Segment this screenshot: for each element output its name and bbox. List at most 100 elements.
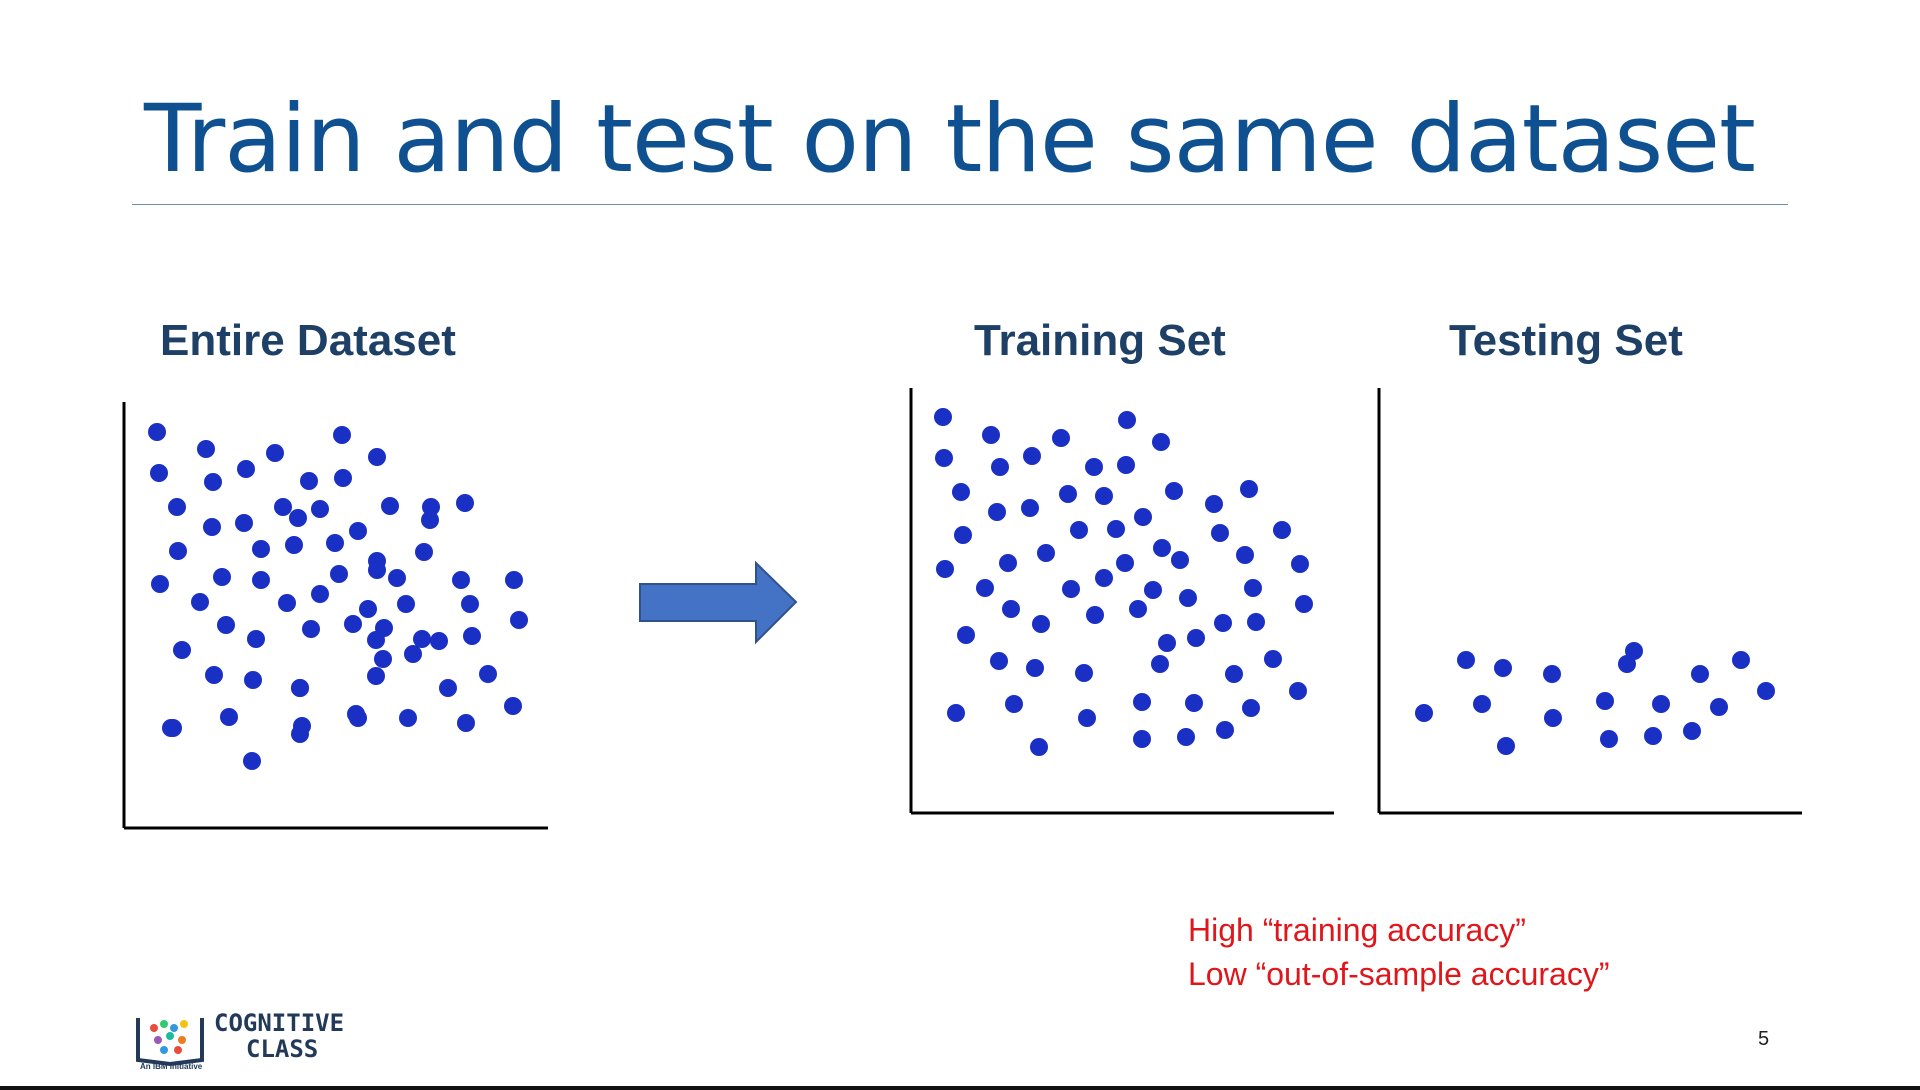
data-point	[1543, 665, 1561, 683]
data-point	[300, 472, 318, 490]
data-point	[302, 620, 320, 638]
data-point	[1026, 659, 1044, 677]
data-point	[452, 571, 470, 589]
data-point	[1710, 698, 1728, 716]
accuracy-caption: High “training accuracy” Low “out-of-sam…	[1188, 908, 1609, 996]
data-point	[333, 426, 351, 444]
data-point	[399, 709, 417, 727]
data-point	[291, 679, 309, 697]
data-point	[991, 458, 1009, 476]
training-set-points	[934, 408, 1313, 756]
data-point	[1075, 664, 1093, 682]
data-point	[204, 473, 222, 491]
data-point	[368, 448, 386, 466]
data-point	[456, 494, 474, 512]
data-point	[397, 595, 415, 613]
data-point	[430, 632, 448, 650]
data-point	[252, 540, 270, 558]
right-arrow-icon	[639, 560, 798, 645]
data-point	[1177, 728, 1195, 746]
data-point	[1086, 606, 1104, 624]
data-point	[1544, 709, 1562, 727]
data-point	[266, 444, 284, 462]
data-point	[1037, 544, 1055, 562]
title-divider	[132, 204, 1788, 205]
data-point	[1211, 524, 1229, 542]
data-point	[220, 708, 238, 726]
data-point	[510, 611, 528, 629]
cognitive-class-logo: COGNITIVE CLASS An IBM Initiative	[134, 1006, 354, 1078]
data-point	[1273, 521, 1291, 539]
data-point	[1683, 722, 1701, 740]
logo-tagline: An IBM Initiative	[140, 1062, 203, 1071]
data-point	[349, 522, 367, 540]
data-point	[1078, 709, 1096, 727]
data-point	[1118, 411, 1136, 429]
data-point	[504, 697, 522, 715]
data-point	[999, 554, 1017, 572]
data-point	[1107, 520, 1125, 538]
data-point	[1652, 695, 1670, 713]
data-point	[197, 440, 215, 458]
data-point	[1117, 456, 1135, 474]
data-point	[285, 536, 303, 554]
logo-line-1: COGNITIVE	[214, 1009, 345, 1037]
data-point	[203, 518, 221, 536]
data-point	[1600, 730, 1618, 748]
logo-wordmark: COGNITIVE CLASS	[214, 1010, 344, 1062]
data-point	[148, 423, 166, 441]
data-point	[1691, 665, 1709, 683]
data-point	[1023, 447, 1041, 465]
data-point	[988, 503, 1006, 521]
data-point	[1236, 546, 1254, 564]
data-point	[237, 460, 255, 478]
entire-dataset-axes	[122, 402, 548, 830]
data-point	[1059, 485, 1077, 503]
data-point	[162, 719, 180, 737]
data-point	[1291, 555, 1309, 573]
data-point	[1216, 721, 1234, 739]
data-point	[205, 666, 223, 684]
data-point	[344, 615, 362, 633]
data-point	[1732, 651, 1750, 669]
data-point	[1289, 682, 1307, 700]
data-point	[349, 709, 367, 727]
data-point	[252, 571, 270, 589]
bottom-bar	[0, 1086, 1920, 1090]
data-point	[1244, 579, 1262, 597]
data-point	[1497, 737, 1515, 755]
data-point	[1002, 600, 1020, 618]
data-point	[326, 534, 344, 552]
data-point	[1129, 600, 1147, 618]
data-point	[291, 725, 309, 743]
data-point	[1187, 629, 1205, 647]
data-point	[1457, 651, 1475, 669]
data-point	[235, 514, 253, 532]
data-point	[173, 641, 191, 659]
data-point	[1158, 634, 1176, 652]
data-point	[1116, 554, 1134, 572]
training-set-label: Training Set	[974, 316, 1226, 365]
data-point	[243, 752, 261, 770]
data-point	[191, 593, 209, 611]
data-point	[954, 526, 972, 544]
data-point	[1225, 665, 1243, 683]
data-point	[151, 575, 169, 593]
entire-dataset-label: Entire Dataset	[160, 316, 456, 365]
data-point	[1005, 695, 1023, 713]
caption-line-training-accuracy: High “training accuracy”	[1188, 912, 1526, 948]
data-point	[1185, 694, 1203, 712]
data-point	[1295, 595, 1313, 613]
data-point	[947, 704, 965, 722]
data-point	[1415, 704, 1433, 722]
data-point	[278, 594, 296, 612]
data-point	[1133, 693, 1151, 711]
data-point	[936, 560, 954, 578]
testing-set-axes	[1377, 388, 1802, 815]
data-point	[311, 500, 329, 518]
data-point	[505, 571, 523, 589]
data-point	[381, 497, 399, 515]
training-set-axes	[909, 388, 1334, 815]
data-point	[247, 630, 265, 648]
slide-title: Train and test on the same dataset	[144, 85, 1756, 194]
